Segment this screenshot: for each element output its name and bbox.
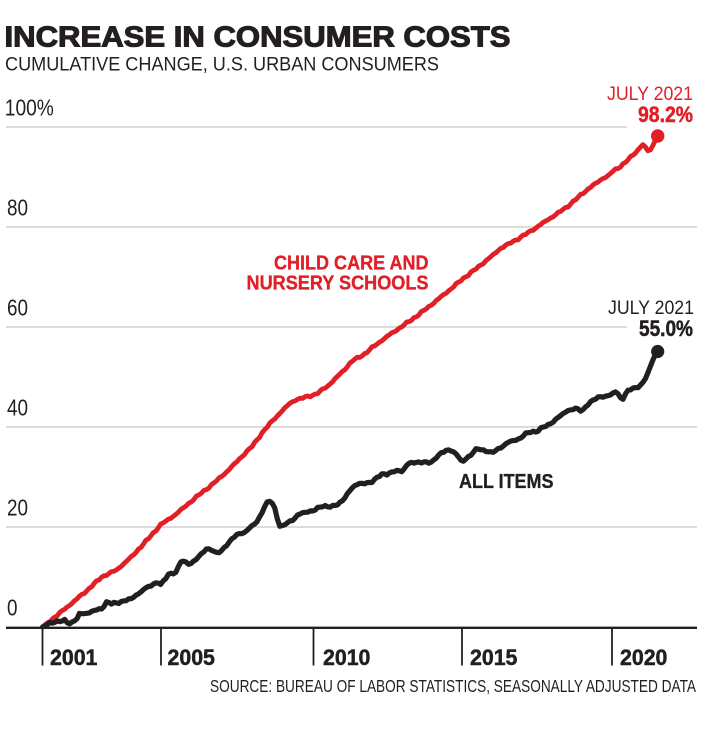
svg-text:CUMULATIVE CHANGE, U.S. URBAN: CUMULATIVE CHANGE, U.S. URBAN CONSUMERS [5, 54, 439, 76]
svg-text:INCREASE IN CONSUMER COSTS: INCREASE IN CONSUMER COSTS [5, 22, 511, 54]
svg-text:JULY 2021: JULY 2021 [607, 84, 693, 105]
svg-text:2010: 2010 [323, 645, 370, 670]
svg-text:SOURCE: BUREAU OF LABOR STATIS: SOURCE: BUREAU OF LABOR STATISTICS, SEAS… [210, 676, 696, 696]
svg-text:NURSERY SCHOOLS: NURSERY SCHOOLS [247, 273, 429, 295]
svg-text:JULY 2021: JULY 2021 [608, 298, 694, 319]
svg-text:60: 60 [7, 295, 28, 321]
svg-text:80: 80 [7, 195, 28, 221]
svg-text:20: 20 [7, 495, 28, 521]
svg-text:0: 0 [7, 595, 18, 621]
svg-text:2020: 2020 [620, 645, 667, 670]
svg-text:2015: 2015 [470, 645, 517, 670]
svg-text:2005: 2005 [168, 645, 215, 670]
svg-text:100%: 100% [5, 95, 54, 121]
svg-text:98.2%: 98.2% [638, 102, 693, 127]
svg-text:40: 40 [7, 395, 28, 421]
svg-text:2001: 2001 [50, 645, 97, 670]
svg-text:CHILD CARE AND: CHILD CARE AND [274, 253, 429, 275]
svg-text:ALL ITEMS: ALL ITEMS [459, 470, 554, 493]
svg-text:55.0%: 55.0% [639, 316, 693, 341]
